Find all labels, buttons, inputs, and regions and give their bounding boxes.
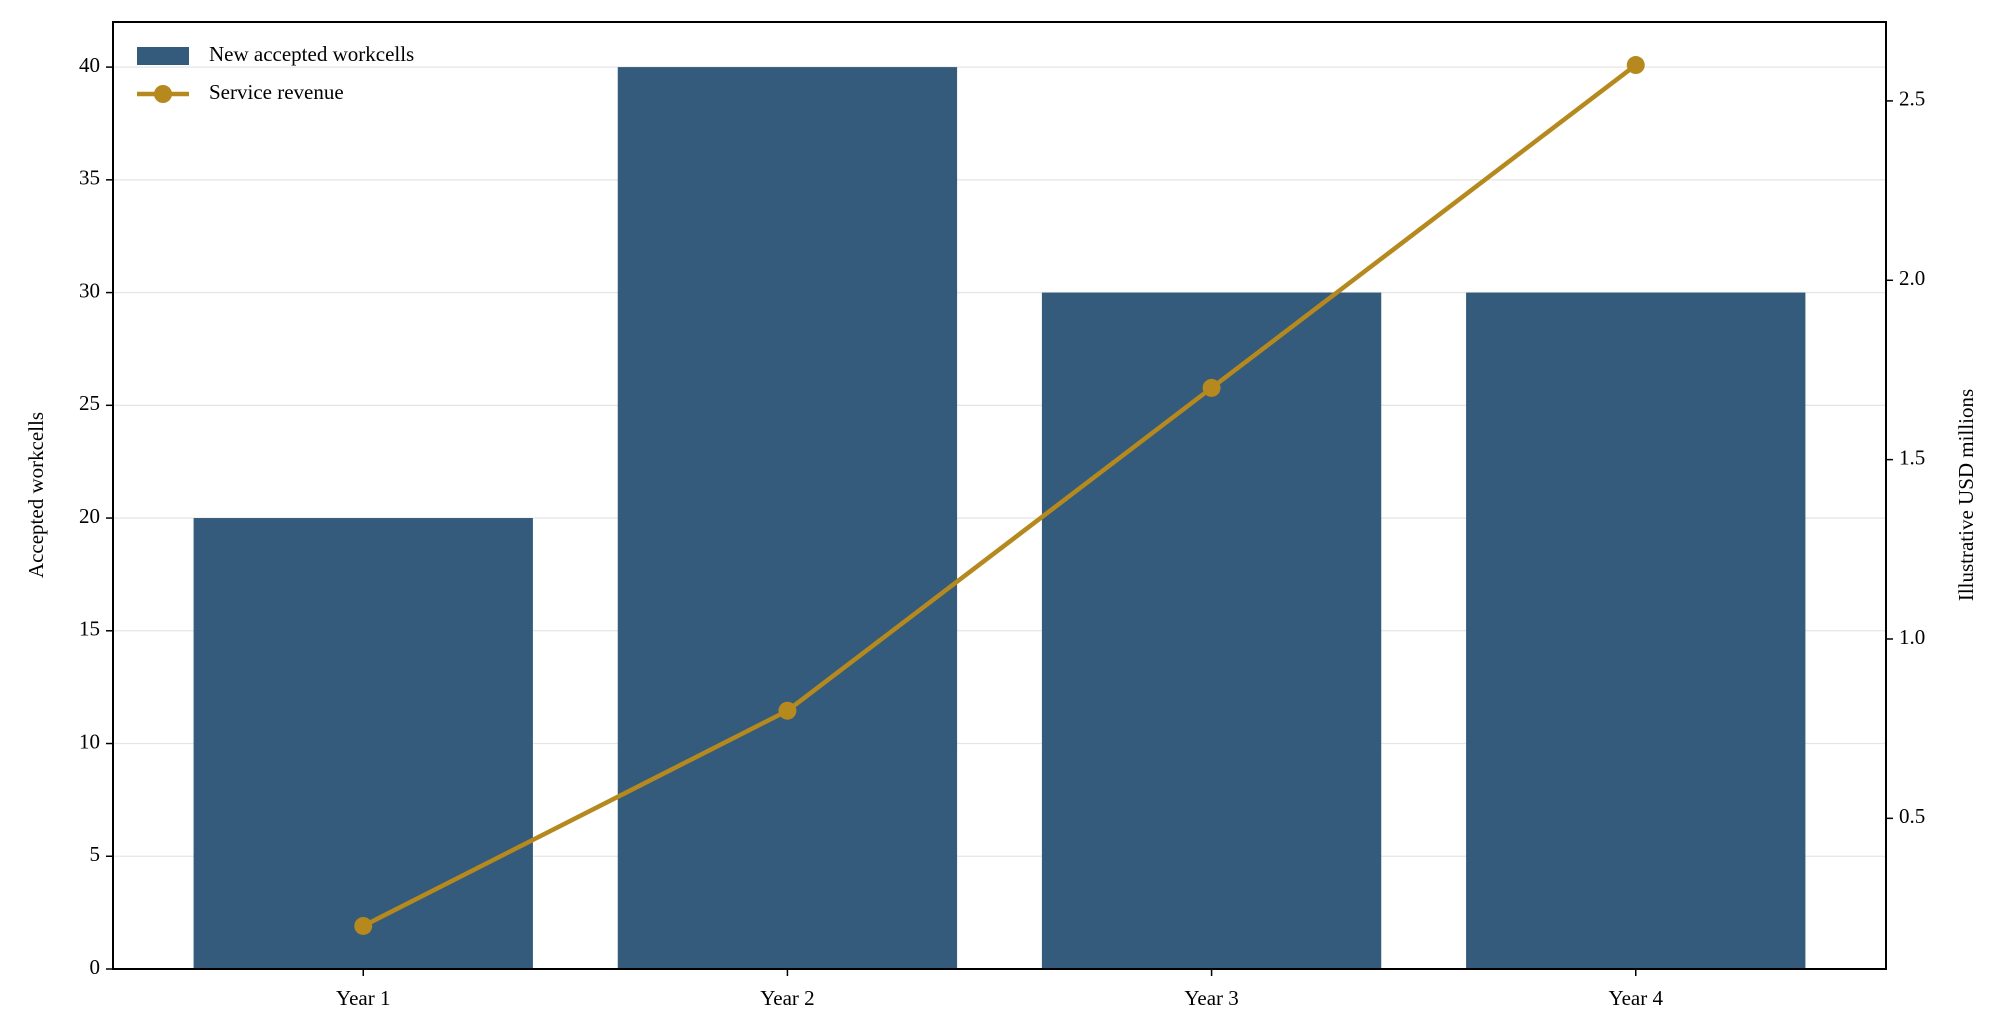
y2-tick-label: 2.0 [1899, 266, 1925, 290]
x-tick-label: Year 2 [760, 986, 814, 1010]
y-tick-label: 35 [79, 166, 100, 190]
bar [617, 67, 958, 970]
y-tick-label: 5 [90, 842, 101, 866]
y-tick-label: 15 [79, 617, 100, 641]
x-tick-label: Year 3 [1184, 986, 1238, 1010]
y2-tick-label: 0.5 [1899, 804, 1925, 828]
point [1202, 378, 1221, 397]
legend-swatch [137, 47, 189, 65]
legend-label: Service revenue [209, 80, 344, 104]
bar [193, 518, 533, 969]
bar [1466, 292, 1806, 970]
y-tick-label: 20 [79, 504, 100, 528]
x-tick-label: Year 4 [1609, 986, 1664, 1010]
legend-label: New accepted workcells [209, 42, 414, 66]
bar [1041, 292, 1382, 970]
y2-tick-label: 2.5 [1899, 87, 1925, 111]
y-axis-label: Accepted workcells [24, 412, 48, 578]
plot-frame [112, 21, 1887, 970]
legend-marker [154, 85, 172, 103]
y2-tick-label: 1.0 [1899, 625, 1925, 649]
y2-tick-label: 1.5 [1899, 445, 1925, 469]
x-tick-label: Year 1 [336, 986, 390, 1010]
point [778, 701, 797, 720]
y-tick-label: 25 [79, 391, 100, 415]
point [354, 916, 373, 935]
y-tick-label: 0 [90, 955, 101, 979]
y-tick-label: 10 [79, 729, 100, 753]
line [362, 63, 1638, 928]
y2-axis-label: Illustrative USD millions [1954, 389, 1978, 601]
y-tick-label: 30 [79, 278, 100, 302]
point [1626, 56, 1645, 75]
y-tick-label: 40 [79, 53, 100, 77]
